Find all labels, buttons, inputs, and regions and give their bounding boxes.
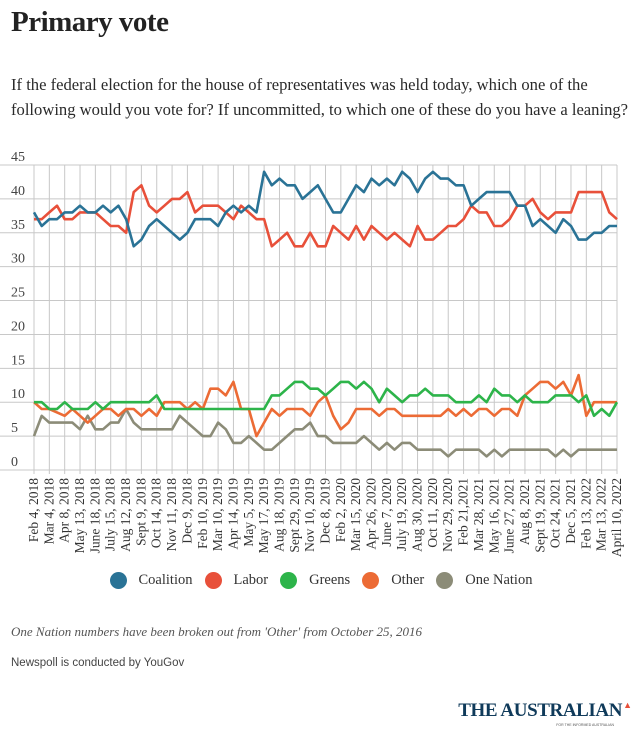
x-tick-label: Oct 14, 2018 bbox=[149, 478, 164, 548]
legend-label: Greens bbox=[309, 572, 351, 588]
grid bbox=[0, 164, 618, 474]
x-tick-label: Mar 4, 2018 bbox=[41, 478, 56, 545]
x-tick-label: June 27, 2021 bbox=[502, 478, 517, 553]
y-tick-label: 25 bbox=[11, 286, 25, 301]
legend-swatch bbox=[204, 572, 222, 589]
series-line-one-nation[interactable] bbox=[32, 407, 617, 458]
y-tick-label: 15 bbox=[11, 353, 25, 368]
x-tick-label: Nov 10, 2019 bbox=[302, 478, 317, 552]
footnote: One Nation numbers have been broken out … bbox=[11, 624, 423, 639]
x-tick-label: Nov 29, 2020 bbox=[440, 478, 455, 552]
source-note: Newspoll is conducted by YouGov bbox=[11, 657, 185, 669]
legend-item-greens[interactable]: Greens bbox=[280, 572, 350, 589]
x-tick-label: Feb 21,2021 bbox=[456, 478, 471, 546]
x-tick-label: Mar 28, 2021 bbox=[471, 478, 486, 551]
x-tick-label: Aug 30, 2020 bbox=[410, 478, 425, 552]
x-tick-label: July 15, 2018 bbox=[103, 478, 118, 551]
legend-item-coalition[interactable]: Coalition bbox=[109, 572, 193, 589]
legend: Coalition Labor Greens Other One Nation bbox=[0, 572, 642, 589]
logo-tagline: FOR THE INFORMED AUSTRALIAN bbox=[556, 723, 614, 727]
australia-map-icon: ▲ bbox=[623, 700, 632, 710]
x-tick-label: Feb 13, 2022 bbox=[578, 478, 593, 549]
legend-item-other[interactable]: Other bbox=[362, 572, 424, 589]
x-tick-label: Aug 12, 2018 bbox=[118, 478, 133, 552]
x-tick-label: Sept 19, 2021 bbox=[532, 478, 547, 553]
x-tick-label: Aug 8, 2021 bbox=[517, 478, 532, 545]
legend-label: Other bbox=[391, 572, 425, 588]
x-tick-label: Dec 8, 2019 bbox=[318, 478, 333, 544]
y-tick-label: 30 bbox=[11, 252, 25, 267]
y-tick-label: 0 bbox=[11, 455, 18, 470]
y-tick-label: 35 bbox=[11, 218, 25, 233]
the-australian-logo[interactable]: THE AUSTRALIAN▲ FOR THE INFORMED AUSTRAL… bbox=[458, 700, 632, 727]
logo-text: THE AUSTRALIAN bbox=[458, 700, 623, 721]
y-tick-label: 40 bbox=[11, 184, 25, 199]
x-tick-label: Apr 8, 2018 bbox=[57, 478, 72, 543]
page-title: Primary vote bbox=[11, 6, 169, 38]
x-tick-label: May 16, 2021 bbox=[486, 478, 501, 553]
x-axis: Feb 4, 2018 Mar 4, 2018 Apr 8, 2018 May 13,… bbox=[26, 478, 624, 557]
series-lines bbox=[32, 170, 619, 458]
legend-swatch bbox=[109, 572, 127, 589]
y-tick-label: 20 bbox=[11, 319, 25, 334]
legend-label: Labor bbox=[233, 572, 269, 588]
x-tick-label: Feb 4, 2018 bbox=[26, 478, 41, 542]
x-tick-label: June 18, 2018 bbox=[87, 478, 102, 554]
x-tick-label: Oct 24, 2021 bbox=[548, 478, 563, 548]
x-tick-label: May 17, 2019 bbox=[256, 478, 271, 554]
x-tick-label: June 7, 2020 bbox=[379, 478, 394, 547]
x-tick-label: Aug 18, 2019 bbox=[271, 478, 286, 552]
legend-label: One Nation bbox=[465, 572, 533, 588]
x-tick-label: Oct 11, 2020 bbox=[425, 478, 440, 548]
x-tick-label: Mar 13, 2022 bbox=[594, 478, 609, 551]
series-line-greens[interactable] bbox=[34, 380, 619, 418]
x-tick-label: Apr 14, 2019 bbox=[225, 478, 240, 550]
x-tick-label: Feb 10, 2019 bbox=[195, 478, 210, 549]
primary-vote-chart: 0 5 10 15 20 25 30 35 40 45 Feb 4, 2018 Mar 4, 201… bbox=[0, 150, 624, 557]
x-tick-label: Nov 11, 2018 bbox=[164, 478, 179, 552]
x-tick-label: Sept 9, 2018 bbox=[133, 478, 148, 546]
x-tick-label: Apr 26, 2020 bbox=[364, 478, 379, 550]
x-tick-label: Mar 15, 2020 bbox=[348, 478, 363, 551]
x-tick-label: Dec 5, 2021 bbox=[563, 478, 578, 544]
x-tick-label: July 19, 2020 bbox=[394, 478, 409, 551]
chart-subtitle: If the federal election for the house of… bbox=[11, 75, 629, 119]
legend-item-one-nation[interactable]: One Nation bbox=[436, 572, 532, 589]
legend-item-labor[interactable]: Labor bbox=[204, 572, 269, 589]
legend-swatch bbox=[436, 572, 454, 589]
legend-label: Coalition bbox=[138, 572, 193, 588]
y-tick-label: 5 bbox=[11, 421, 18, 436]
y-tick-label: 10 bbox=[11, 387, 25, 402]
y-axis: 0 5 10 15 20 25 30 35 40 45 bbox=[11, 150, 25, 470]
x-tick-label: April 10, 2022 bbox=[609, 478, 624, 557]
legend-swatch bbox=[280, 572, 298, 589]
x-tick-label: Sept 29, 2019 bbox=[287, 478, 302, 553]
x-tick-label: May 5, 2019 bbox=[241, 478, 256, 547]
x-tick-label: Mar 10, 2019 bbox=[210, 478, 225, 551]
x-tick-label: Feb 2, 2020 bbox=[333, 478, 348, 542]
x-tick-label: May 13, 2018 bbox=[72, 478, 87, 554]
legend-swatch bbox=[362, 572, 380, 589]
series-line-coalition[interactable] bbox=[32, 170, 617, 248]
x-tick-label: Dec 9, 2018 bbox=[179, 478, 194, 544]
y-tick-label: 45 bbox=[11, 150, 25, 165]
